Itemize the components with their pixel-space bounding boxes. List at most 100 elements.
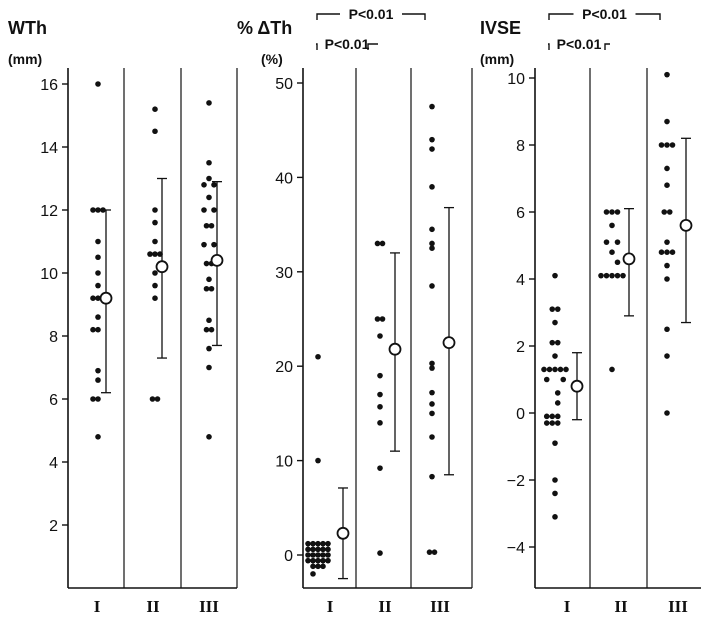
data-point: [429, 245, 435, 251]
data-point: [310, 546, 316, 553]
data-point: [315, 563, 321, 570]
data-point: [552, 272, 558, 279]
data-point: [95, 396, 101, 402]
data-point: [95, 238, 101, 245]
data-point: [620, 272, 626, 279]
data-point: [614, 209, 621, 215]
data-point: [206, 276, 212, 283]
data-point: [320, 546, 326, 553]
data-point: [552, 353, 558, 359]
data-point: [95, 282, 101, 289]
chart-title: % ΔTh: [237, 18, 292, 38]
data-point: [429, 389, 435, 396]
data-point: [325, 552, 331, 558]
p-value-label: P<0.01: [325, 36, 370, 52]
data-point: [614, 259, 621, 266]
data-point: [426, 549, 433, 555]
data-point: [315, 457, 321, 464]
p-value-label: P<0.01: [349, 6, 394, 22]
data-point: [614, 272, 621, 279]
data-point: [554, 400, 561, 406]
p-value-label: P<0.01: [557, 36, 602, 52]
y-tick-label: 30: [275, 265, 293, 282]
data-point: [429, 473, 435, 480]
y-tick-label: 4: [516, 272, 525, 289]
data-point: [211, 182, 217, 188]
bracket-line-left: [316, 43, 318, 50]
data-point: [95, 207, 101, 213]
significance-bracket: P<0.01: [548, 6, 661, 22]
group-III: [201, 100, 224, 440]
y-tick-label: 20: [275, 359, 293, 376]
category-label-III: III: [430, 597, 450, 616]
data-point: [664, 353, 670, 359]
data-point: [206, 434, 212, 440]
y-tick-label: 10: [275, 454, 293, 471]
data-point: [552, 440, 558, 446]
data-point: [560, 376, 567, 383]
data-point: [325, 540, 331, 547]
data-point: [614, 239, 621, 245]
data-point: [554, 420, 561, 426]
data-point: [664, 165, 670, 172]
y-tick-label: 2: [516, 339, 525, 356]
data-point: [310, 557, 316, 564]
mean-marker: [442, 336, 456, 350]
category-label-III: III: [199, 597, 219, 616]
data-point: [554, 390, 561, 396]
category-label-I: I: [94, 597, 101, 616]
data-point: [325, 557, 331, 564]
data-point: [203, 222, 210, 229]
data-point: [310, 571, 316, 577]
data-point: [147, 251, 153, 257]
data-point: [201, 207, 207, 213]
data-point: [201, 241, 207, 248]
data-point: [152, 128, 158, 135]
data-point: [95, 270, 101, 276]
y-tick-label: 16: [40, 77, 58, 94]
data-point: [664, 262, 670, 269]
y-tick-label: 14: [40, 140, 58, 157]
data-point: [609, 209, 615, 215]
data-point: [377, 391, 383, 398]
data-point: [377, 420, 383, 426]
data-point: [90, 396, 96, 402]
data-point: [320, 563, 326, 570]
y-tick-label: 0: [284, 548, 293, 565]
group-III: [658, 71, 693, 416]
mean-marker: [210, 253, 224, 267]
data-point: [429, 103, 435, 110]
data-point: [320, 552, 326, 558]
chart-title: WTh: [8, 18, 47, 38]
y-tick-label: −2: [507, 473, 525, 490]
group-II: [147, 106, 169, 402]
y-tick-label: 2: [49, 518, 58, 535]
data-point: [664, 249, 670, 255]
data-point: [429, 226, 435, 233]
data-point: [664, 239, 670, 245]
data-point: [152, 251, 158, 257]
data-point: [211, 207, 217, 213]
data-point: [554, 306, 561, 312]
data-point: [664, 326, 670, 333]
y-tick-label: 10: [507, 71, 525, 88]
data-point: [325, 546, 331, 553]
category-label-I: I: [564, 597, 571, 616]
data-point: [603, 239, 610, 245]
data-point: [152, 270, 158, 276]
data-point: [609, 366, 615, 373]
data-point: [95, 434, 101, 440]
data-point: [320, 540, 326, 547]
data-point: [552, 477, 558, 483]
group-II: [598, 207, 636, 373]
data-point: [609, 222, 615, 229]
data-point: [152, 238, 158, 245]
data-point: [208, 326, 215, 333]
data-point: [552, 366, 558, 373]
data-point: [305, 552, 311, 558]
category-label-II: II: [146, 597, 160, 616]
mean-marker: [570, 379, 584, 393]
data-point: [310, 552, 316, 558]
group-I: [541, 272, 584, 520]
